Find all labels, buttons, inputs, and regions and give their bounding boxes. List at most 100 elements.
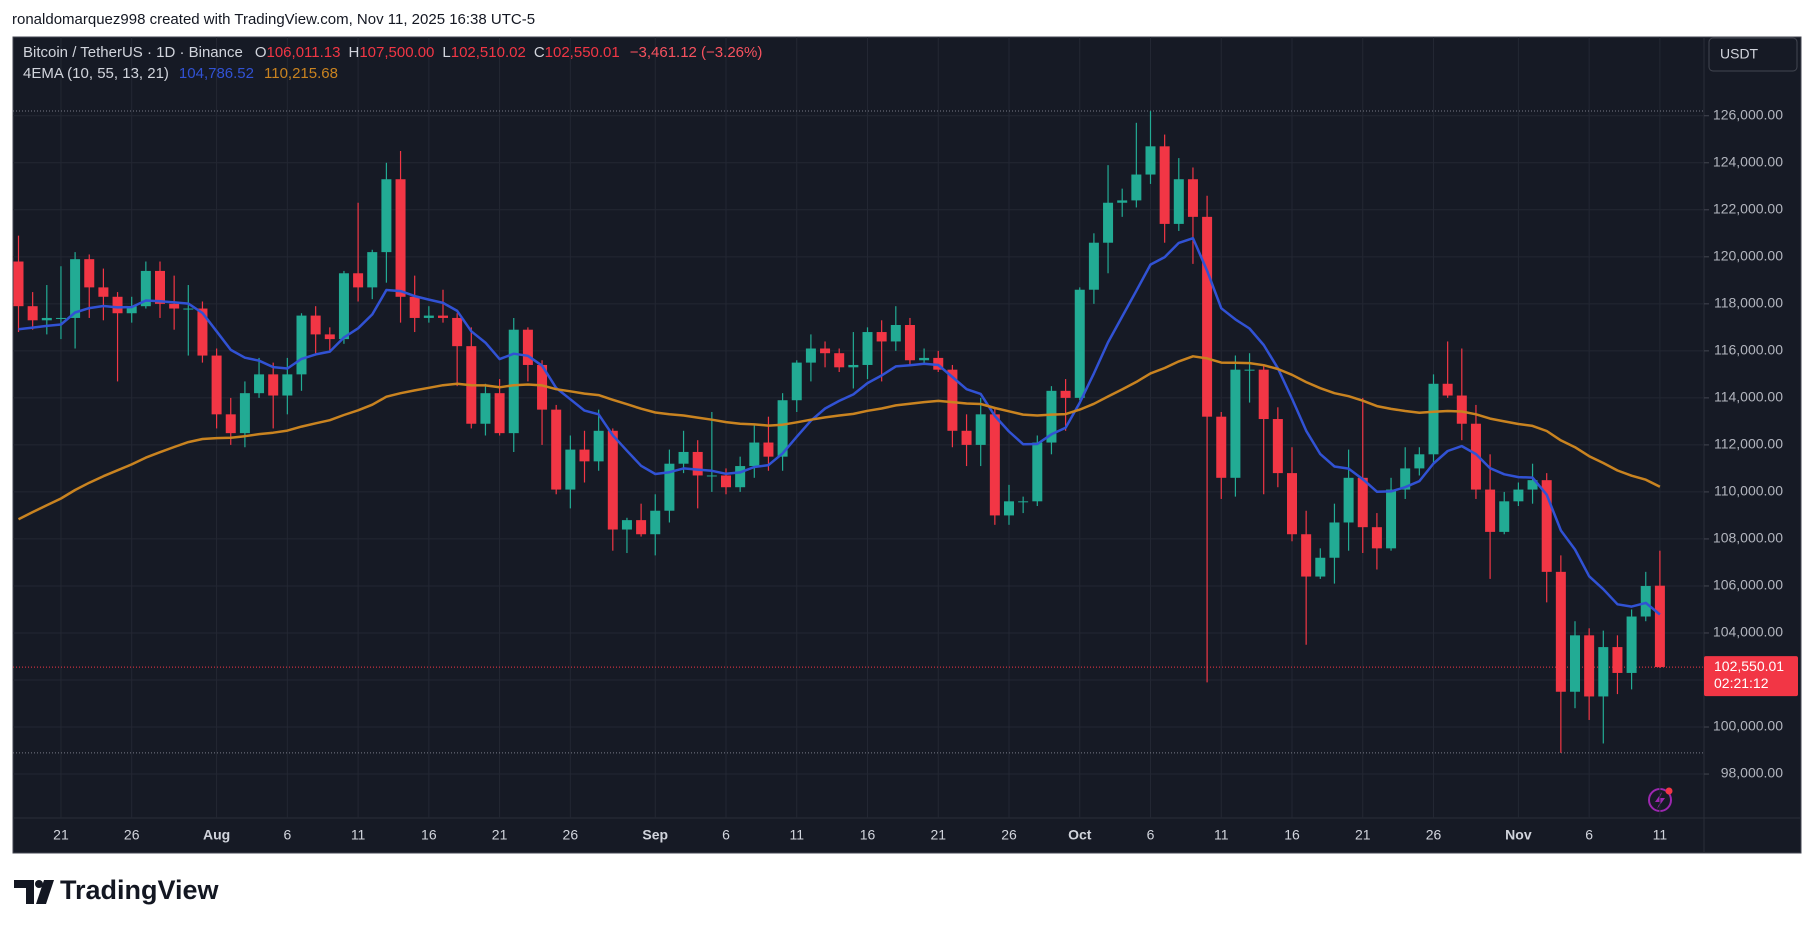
- ema-line: [18, 236, 1661, 616]
- y-tick-label: 108,000.00: [1713, 530, 1783, 546]
- logo-text: TradingView: [60, 875, 220, 905]
- candle-body: [353, 273, 364, 288]
- candle-body: [565, 449, 576, 490]
- candle-body: [70, 259, 81, 318]
- x-tick-label: Sep: [642, 827, 668, 843]
- x-tick-label: 26: [124, 827, 140, 843]
- legend-indicator: 4EMA (10, 55, 13, 21) 104,786.52 110,215.…: [23, 65, 338, 82]
- y-tick-label: 100,000.00: [1713, 718, 1783, 734]
- currency: USDT: [1720, 46, 1759, 62]
- candle-body: [961, 430, 972, 445]
- candle-body: [1414, 454, 1425, 469]
- candle-body: [1428, 383, 1439, 455]
- candle-body: [423, 315, 434, 318]
- y-tick-label: 112,000.00: [1714, 436, 1783, 452]
- candle-body: [749, 442, 760, 467]
- candle-body: [890, 324, 901, 342]
- candle-body: [1555, 571, 1566, 692]
- x-tick-label: 21: [53, 827, 69, 843]
- candle-body: [338, 273, 349, 340]
- candle-body: [1612, 647, 1623, 673]
- candle-body: [296, 315, 307, 375]
- candle-body: [126, 306, 137, 314]
- price-tag: [1704, 656, 1798, 697]
- candle-body: [197, 308, 208, 356]
- candle-body: [1117, 200, 1128, 203]
- indicator-values: 104,786.52 110,215.68: [169, 65, 338, 82]
- x-tick-label: 6: [283, 827, 291, 843]
- candle-body: [1301, 534, 1312, 577]
- logo-mark: [36, 880, 54, 904]
- candle-body: [112, 296, 123, 314]
- ohlc-key: C: [533, 44, 545, 61]
- candle-body: [1598, 647, 1609, 697]
- currency-box[interactable]: [1708, 37, 1798, 72]
- price-tag-countdown: 02:21:12: [1714, 675, 1769, 691]
- y-tick-label: 122,000.00: [1713, 201, 1783, 217]
- candle-body: [55, 317, 66, 319]
- indicator-title: 4EMA (10, 55, 13, 21): [23, 65, 169, 82]
- candle-body: [367, 252, 378, 288]
- candle-body: [763, 442, 774, 457]
- candle-body: [1018, 501, 1029, 503]
- candle-body: [1357, 477, 1368, 528]
- candle-body: [254, 374, 265, 394]
- candle-body: [225, 414, 236, 434]
- candle-body: [805, 348, 816, 363]
- candle-body: [904, 324, 915, 361]
- candle-body: [777, 400, 788, 457]
- candle-body: [537, 364, 548, 410]
- candle-body: [1032, 442, 1043, 502]
- y-tick-label: 116,000.00: [1714, 342, 1783, 358]
- candle-body: [27, 306, 38, 321]
- logo-mark: [35, 880, 43, 888]
- candle-body: [381, 179, 392, 253]
- candle-body: [664, 463, 675, 511]
- candle-body: [1513, 489, 1524, 502]
- y-tick-label: 110,000.00: [1714, 483, 1783, 499]
- candle-body: [1272, 419, 1283, 474]
- candle-body: [1456, 395, 1467, 424]
- ohlc-value: 106,011.13: [266, 44, 341, 61]
- candle-body: [1060, 390, 1071, 398]
- candle-body: [1004, 501, 1014, 516]
- candle-body: [268, 374, 279, 396]
- candle-body: [1343, 477, 1354, 523]
- x-tick-label: 26: [1426, 827, 1442, 843]
- candle-body: [494, 393, 505, 434]
- ohlc-values: O106,011.13 H107,500.00 L102,510.02 C102,55…: [243, 44, 620, 61]
- x-tick-label: 16: [421, 827, 437, 843]
- x-tick-label: 6: [1147, 827, 1155, 843]
- y-tick-label: 98,000.00: [1721, 765, 1783, 781]
- legend-ohlc: Bitcoin / TetherUS · 1D · Binance O106,0…: [23, 44, 762, 61]
- candle-body: [452, 317, 463, 347]
- candle-body: [1202, 216, 1213, 417]
- candle-body: [1145, 146, 1156, 175]
- candle-body: [862, 332, 873, 365]
- ohlc-key: L: [442, 44, 451, 61]
- candle-body: [1315, 557, 1326, 577]
- candle-body: [1541, 480, 1552, 572]
- candle-body: [239, 393, 250, 434]
- candle-body: [876, 332, 887, 342]
- candle-body: [409, 296, 420, 318]
- candle-body: [282, 374, 293, 396]
- candle-body: [551, 409, 562, 490]
- candle-body: [735, 466, 746, 488]
- candle-body: [1287, 473, 1297, 535]
- candle-body: [636, 520, 647, 535]
- candle-body: [84, 259, 95, 288]
- candle-body: [1654, 585, 1665, 668]
- candle-body: [169, 303, 180, 309]
- x-tick-label: Nov: [1505, 827, 1532, 843]
- candle-body: [820, 348, 831, 354]
- y-tick-label: 120,000.00: [1713, 248, 1783, 264]
- candle-body: [989, 414, 1000, 516]
- candle-body: [438, 315, 448, 318]
- candle-body: [1159, 146, 1170, 224]
- candle-body: [1046, 390, 1057, 443]
- ohlc-value: 107,500.00: [359, 44, 435, 61]
- candle-body: [621, 520, 632, 530]
